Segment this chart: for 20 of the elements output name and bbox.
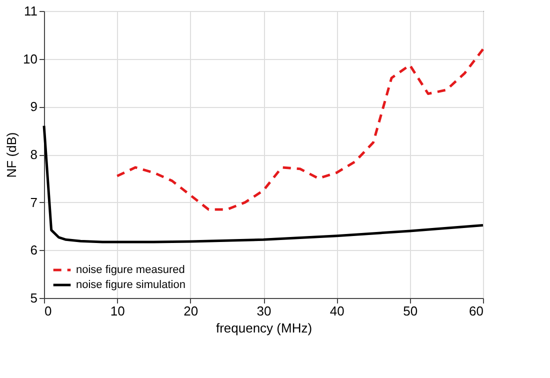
y-tick-label: 5 — [30, 290, 38, 306]
x-tick-label: 0 — [44, 304, 52, 318]
x-tick-label: 60 — [469, 304, 484, 318]
x-tick-label: 40 — [330, 304, 344, 318]
x-tick-label: 30 — [256, 304, 272, 318]
y-tick-label: 7 — [30, 194, 38, 210]
line-series — [42, 124, 484, 244]
legend-label: noise figure simulation — [76, 279, 186, 291]
y-tick-label: 9 — [30, 99, 38, 114]
legend-label: noise figure measured — [76, 264, 185, 276]
y-tick-label: 11 — [24, 4, 38, 18]
line-series — [116, 48, 484, 211]
x-tick-label: 20 — [184, 304, 198, 318]
x-axis-title: frequency (MHz) — [216, 320, 312, 336]
y-tick-label: 10 — [23, 51, 38, 66]
y-tick-label: 8 — [30, 147, 38, 162]
y-axis-title: NF (dB) — [4, 132, 20, 178]
x-tick-label: 50 — [403, 304, 418, 318]
y-tick-label: 6 — [30, 242, 38, 258]
x-tick-label: 10 — [110, 304, 125, 318]
